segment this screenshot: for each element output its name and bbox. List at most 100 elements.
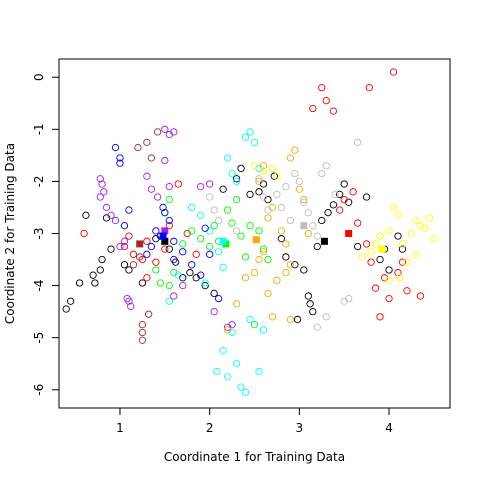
- centroid-marker: [320, 237, 328, 245]
- data-point: [300, 198, 308, 206]
- data-point: [425, 214, 434, 222]
- x-axis-title: Coordinate 1 for Training Data: [164, 450, 345, 464]
- data-point: [129, 250, 138, 258]
- data-point: [246, 315, 254, 324]
- data-point: [134, 143, 142, 152]
- data-point: [120, 222, 129, 230]
- data-point: [241, 388, 250, 397]
- data-point: [365, 83, 373, 92]
- data-point: [96, 193, 104, 201]
- data-point: [394, 211, 402, 219]
- data-point: [353, 219, 362, 227]
- data-point: [170, 237, 178, 245]
- data-point: [241, 133, 250, 141]
- data-point: [270, 172, 278, 180]
- data-point: [223, 206, 232, 214]
- data-point: [367, 258, 375, 266]
- data-point: [277, 235, 286, 243]
- data-point: [336, 190, 344, 199]
- data-point: [398, 258, 407, 266]
- data-point: [313, 242, 321, 251]
- data-point: [416, 292, 425, 300]
- centroid-marker: [378, 245, 386, 253]
- data-point: [206, 180, 214, 188]
- data-point: [313, 232, 321, 240]
- data-point: [232, 300, 241, 308]
- y-tick-label: -6: [32, 384, 46, 396]
- data-point: [232, 360, 241, 368]
- data-point: [125, 206, 133, 214]
- data-point: [188, 227, 196, 235]
- data-point: [300, 195, 308, 204]
- data-point: [111, 216, 120, 225]
- data-point: [136, 253, 144, 261]
- data-point: [232, 175, 241, 183]
- data-point: [179, 240, 187, 248]
- data-point: [206, 250, 214, 258]
- data-point: [143, 237, 151, 245]
- data-point: [138, 328, 147, 337]
- data-point: [291, 169, 299, 178]
- data-point: [125, 232, 133, 240]
- data-point: [403, 287, 411, 295]
- data-point: [329, 107, 338, 115]
- data-point: [228, 169, 236, 178]
- data-point: [340, 195, 348, 204]
- y-tick-label: -5: [32, 332, 46, 344]
- data-point: [153, 128, 162, 136]
- data-point: [282, 253, 290, 261]
- data-point: [264, 289, 272, 298]
- data-point: [138, 255, 147, 264]
- data-point: [127, 302, 135, 311]
- data-point: [100, 188, 108, 196]
- data-point: [241, 253, 250, 261]
- data-point: [147, 154, 156, 162]
- data-point: [123, 294, 131, 303]
- data-point: [264, 206, 272, 214]
- y-axis-title: Coordinate 2 for Training Data: [3, 143, 17, 324]
- data-point: [232, 195, 241, 204]
- data-point: [165, 222, 173, 230]
- data-point: [331, 190, 339, 199]
- data-point: [396, 274, 404, 282]
- data-point: [246, 222, 254, 230]
- data-point: [152, 266, 160, 274]
- data-point: [394, 268, 402, 277]
- data-point: [197, 182, 205, 191]
- data-point: [116, 154, 124, 162]
- data-point: [111, 143, 120, 152]
- data-point: [98, 180, 106, 188]
- y-tick-label: -1: [32, 123, 46, 135]
- data-point: [116, 242, 124, 251]
- data-point: [153, 193, 162, 201]
- data-point: [306, 300, 314, 308]
- data-point: [385, 294, 393, 303]
- data-point: [322, 162, 330, 170]
- data-point: [197, 271, 205, 279]
- data-point: [268, 313, 277, 321]
- data-point: [282, 268, 290, 277]
- data-point: [293, 315, 302, 324]
- data-point: [309, 104, 317, 113]
- data-point: [304, 209, 312, 217]
- y-tick-label: 0: [32, 73, 46, 81]
- data-point: [421, 224, 429, 232]
- data-point: [255, 367, 263, 376]
- data-point: [188, 261, 196, 269]
- data-point: [125, 266, 133, 274]
- data-point: [210, 289, 218, 298]
- data-point: [345, 294, 353, 303]
- data-point: [210, 206, 218, 214]
- centroid-marker: [300, 222, 308, 230]
- data-point: [304, 292, 312, 300]
- data-point: [376, 313, 384, 321]
- data-point: [129, 261, 138, 269]
- data-point: [214, 248, 223, 256]
- data-point: [159, 203, 167, 212]
- data-point: [336, 206, 344, 214]
- data-point: [259, 193, 268, 201]
- x-tick-label: 1: [116, 421, 124, 435]
- data-point: [286, 216, 295, 225]
- data-point: [318, 169, 326, 178]
